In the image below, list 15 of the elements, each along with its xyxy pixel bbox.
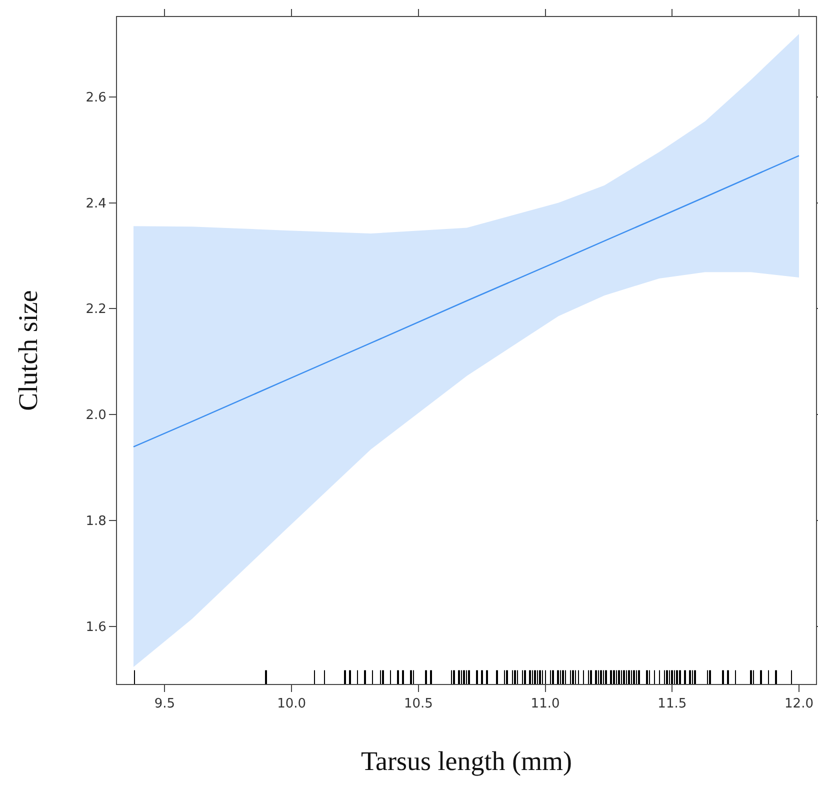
x-tick-label: 11.5 (658, 696, 687, 712)
y-tick-label: 2.6 (86, 90, 106, 106)
line-series (132, 155, 800, 448)
x-tick-label: 12.0 (784, 696, 814, 712)
y-tick-label: 2.4 (86, 196, 106, 212)
y-tick-label: 1.6 (86, 620, 106, 635)
x-tick-label: 10.0 (277, 696, 306, 712)
x-axis-title: Tarsus length (mm) (360, 746, 572, 776)
x-tick-label: 9.5 (154, 696, 176, 712)
x-tick-label: 10.5 (404, 696, 433, 712)
y-tick-label: 2.0 (86, 408, 106, 424)
y-axis-title: Clutch size (12, 290, 43, 411)
x-tick-label: 11.0 (530, 696, 560, 712)
y-tick-label: 2.2 (86, 302, 106, 318)
y-tick-label: 1.8 (86, 514, 106, 529)
